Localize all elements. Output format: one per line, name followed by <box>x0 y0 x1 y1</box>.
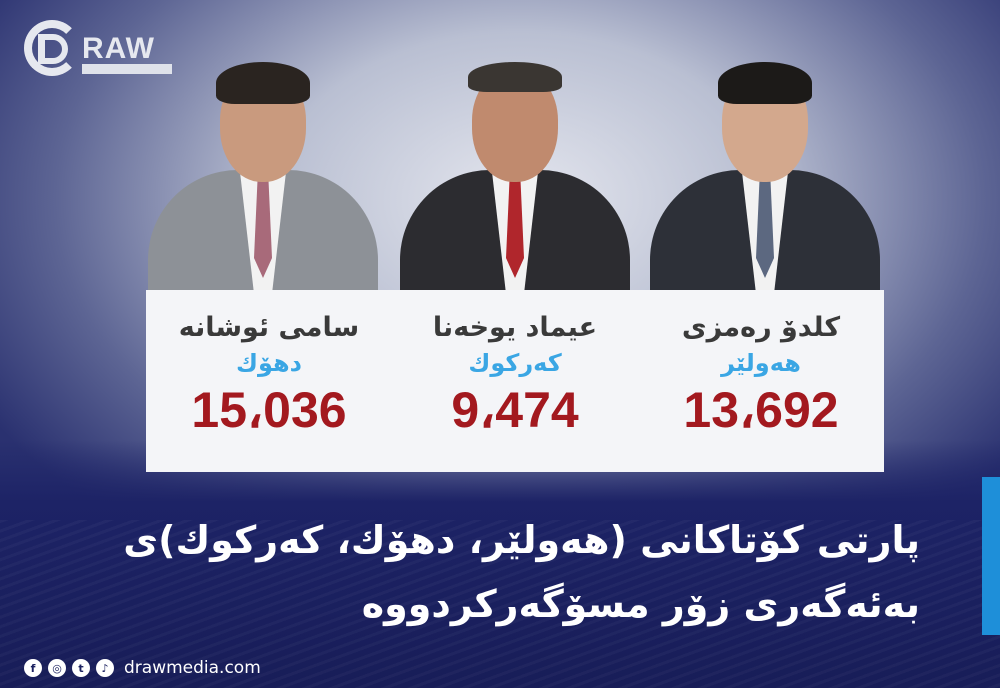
background-waves <box>0 520 1000 688</box>
candidate-votes: 9،474 <box>451 382 579 438</box>
draw-logo: RAW <box>24 20 184 80</box>
tiktok-icon[interactable]: ♪ <box>96 659 114 677</box>
candidate-city: دهۆك <box>236 349 302 377</box>
candidate-name: عیماد یوخەنا <box>432 312 598 343</box>
facebook-icon[interactable]: f <box>24 659 42 677</box>
candidate-photo-1 <box>148 60 378 290</box>
candidate-votes: 15،036 <box>191 382 347 438</box>
candidate-city: هەولێر <box>721 349 801 377</box>
candidate-votes: 13،692 <box>683 382 839 438</box>
headline-line-1: پارتی کۆتاکانی (هەولێر، دهۆك، کەرکوك)ی <box>123 518 920 562</box>
candidate-card: عیماد یوخەنا کەرکوك 9،474 <box>392 290 638 472</box>
website-link[interactable]: drawmedia.com <box>124 658 261 678</box>
background-bottom <box>0 440 1000 688</box>
twitter-icon[interactable]: t <box>72 659 90 677</box>
candidate-card: کلدۆ رەمزی هەولێر 13،692 <box>638 290 884 472</box>
instagram-icon[interactable]: ◎ <box>48 659 66 677</box>
results-panel: سامی ئوشانە دهۆك 15،036 عیماد یوخەنا کەر… <box>146 290 884 472</box>
candidate-city: کەرکوك <box>468 349 562 377</box>
accent-bar <box>982 477 1000 635</box>
headline-line-2: بەئەگەری زۆر مسۆگەرکردووە <box>361 582 920 626</box>
candidate-photo-3 <box>650 60 880 290</box>
footer: f ◎ t ♪ drawmedia.com <box>24 658 261 678</box>
candidate-photo-2 <box>400 60 630 290</box>
candidate-name: کلدۆ رەمزی <box>681 312 841 343</box>
candidate-name: سامی ئوشانە <box>178 312 360 343</box>
candidate-card: سامی ئوشانە دهۆك 15،036 <box>146 290 392 472</box>
